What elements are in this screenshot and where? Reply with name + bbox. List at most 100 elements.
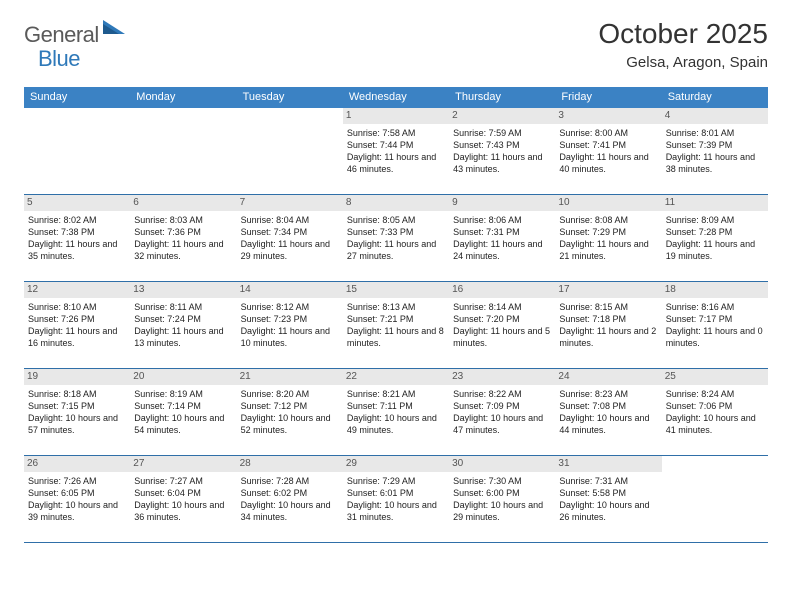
week-row: 5Sunrise: 8:02 AMSunset: 7:38 PMDaylight… [24,195,768,282]
daylight-text: Daylight: 10 hours and 57 minutes. [28,412,126,436]
month-title: October 2025 [598,18,768,50]
day-number: 21 [237,369,343,385]
daylight-text: Daylight: 11 hours and 29 minutes. [241,238,339,262]
sunset-text: Sunset: 7:33 PM [347,226,445,238]
day-cell: 15Sunrise: 8:13 AMSunset: 7:21 PMDayligh… [343,282,449,368]
sunset-text: Sunset: 7:18 PM [559,313,657,325]
day-cell: 24Sunrise: 8:23 AMSunset: 7:08 PMDayligh… [555,369,661,455]
brand-second-line: Blue [38,42,80,72]
sunset-text: Sunset: 7:31 PM [453,226,551,238]
daylight-text: Daylight: 10 hours and 52 minutes. [241,412,339,436]
daylight-text: Daylight: 10 hours and 41 minutes. [666,412,764,436]
sunrise-text: Sunrise: 8:18 AM [28,388,126,400]
day-cell: 26Sunrise: 7:26 AMSunset: 6:05 PMDayligh… [24,456,130,542]
day-number: 30 [449,456,555,472]
day-cell: 13Sunrise: 8:11 AMSunset: 7:24 PMDayligh… [130,282,236,368]
sunrise-text: Sunrise: 8:10 AM [28,301,126,313]
day-cell: 11Sunrise: 8:09 AMSunset: 7:28 PMDayligh… [662,195,768,281]
sunset-text: Sunset: 7:09 PM [453,400,551,412]
day-number: 15 [343,282,449,298]
sunrise-text: Sunrise: 8:04 AM [241,214,339,226]
day-cell [130,108,236,194]
calendar-page: General October 2025 Gelsa, Aragon, Spai… [0,0,792,553]
sunset-text: Sunset: 7:44 PM [347,139,445,151]
sunrise-text: Sunrise: 8:08 AM [559,214,657,226]
day-cell: 3Sunrise: 8:00 AMSunset: 7:41 PMDaylight… [555,108,661,194]
sunset-text: Sunset: 7:15 PM [28,400,126,412]
sunrise-text: Sunrise: 8:19 AM [134,388,232,400]
sunset-text: Sunset: 7:12 PM [241,400,339,412]
day-number: 27 [130,456,236,472]
day-cell: 12Sunrise: 8:10 AMSunset: 7:26 PMDayligh… [24,282,130,368]
weekday-header-row: Sunday Monday Tuesday Wednesday Thursday… [24,87,768,108]
day-number: 19 [24,369,130,385]
sunset-text: Sunset: 6:05 PM [28,487,126,499]
day-cell: 21 Sunrise: 8:20 AMSunset: 7:12 PMDayligh… [237,369,343,455]
day-cell: 14 Sunrise: 8:12 AMSunset: 7:23 PMDayligh… [237,282,343,368]
day-number: 14 [237,282,343,298]
daylight-text: Daylight: 11 hours and 43 minutes. [453,151,551,175]
daylight-text: Daylight: 11 hours and 35 minutes. [28,238,126,262]
sunrise-text: Sunrise: 7:27 AM [134,475,232,487]
week-row: 12Sunrise: 8:10 AMSunset: 7:26 PMDayligh… [24,282,768,369]
sunset-text: Sunset: 7:29 PM [559,226,657,238]
day-cell: 8Sunrise: 8:05 AMSunset: 7:33 PMDaylight… [343,195,449,281]
day-cell: 27Sunrise: 7:27 AMSunset: 6:04 PMDayligh… [130,456,236,542]
daylight-text: Daylight: 10 hours and 44 minutes. [559,412,657,436]
sunrise-text: Sunrise: 8:02 AM [28,214,126,226]
sunrise-text: Sunrise: 8:15 AM [559,301,657,313]
day-number: 11 [662,195,768,211]
day-number: 4 [662,108,768,124]
brand-triangle-icon [103,18,125,39]
day-number: 10 [555,195,661,211]
sunrise-text: Sunrise: 7:59 AM [453,127,551,139]
sunset-text: Sunset: 7:08 PM [559,400,657,412]
daylight-text: Daylight: 11 hours and 10 minutes. [241,325,339,349]
daylight-text: Daylight: 10 hours and 47 minutes. [453,412,551,436]
sunrise-text: Sunrise: 8:21 AM [347,388,445,400]
day-number: 29 [343,456,449,472]
sunset-text: Sunset: 7:36 PM [134,226,232,238]
header-row: General October 2025 Gelsa, Aragon, Spai… [24,18,768,71]
weekday-thu: Thursday [449,87,555,108]
day-cell: 9 Sunrise: 8:06 AMSunset: 7:31 PMDaylight… [449,195,555,281]
sunrise-text: Sunrise: 8:20 AM [241,388,339,400]
daylight-text: Daylight: 11 hours and 32 minutes. [134,238,232,262]
daylight-text: Daylight: 10 hours and 26 minutes. [559,499,657,523]
daylight-text: Daylight: 10 hours and 29 minutes. [453,499,551,523]
day-cell: 2Sunrise: 7:59 AMSunset: 7:43 PMDaylight… [449,108,555,194]
day-number: 17 [555,282,661,298]
sunrise-text: Sunrise: 7:28 AM [241,475,339,487]
weekday-wed: Wednesday [343,87,449,108]
day-number: 20 [130,369,236,385]
sunset-text: Sunset: 7:06 PM [666,400,764,412]
day-cell [662,456,768,542]
sunrise-text: Sunrise: 7:30 AM [453,475,551,487]
daylight-text: Daylight: 11 hours and 0 minutes. [666,325,764,349]
sunrise-text: Sunrise: 8:06 AM [453,214,551,226]
day-number: 9 [449,195,555,211]
sunset-text: Sunset: 7:11 PM [347,400,445,412]
brand-part2: Blue [38,46,80,72]
sunrise-text: Sunrise: 8:12 AM [241,301,339,313]
sunset-text: Sunset: 7:41 PM [559,139,657,151]
week-row: 1Sunrise: 7:58 AMSunset: 7:44 PMDaylight… [24,108,768,195]
sunset-text: Sunset: 7:17 PM [666,313,764,325]
daylight-text: Daylight: 10 hours and 36 minutes. [134,499,232,523]
sunset-text: Sunset: 7:39 PM [666,139,764,151]
title-block: October 2025 Gelsa, Aragon, Spain [598,18,768,71]
daylight-text: Daylight: 11 hours and 24 minutes. [453,238,551,262]
daylight-text: Daylight: 11 hours and 19 minutes. [666,238,764,262]
day-cell: 19 Sunrise: 8:18 AMSunset: 7:15 PMDayligh… [24,369,130,455]
day-cell: 4Sunrise: 8:01 AMSunset: 7:39 PMDaylight… [662,108,768,194]
sunset-text: Sunset: 7:23 PM [241,313,339,325]
daylight-text: Daylight: 11 hours and 5 minutes. [453,325,551,349]
day-cell [237,108,343,194]
weekday-mon: Monday [130,87,236,108]
day-number: 1 [343,108,449,124]
sunrise-text: Sunrise: 8:13 AM [347,301,445,313]
day-number: 13 [130,282,236,298]
day-cell: 25Sunrise: 8:24 AMSunset: 7:06 PMDayligh… [662,369,768,455]
daylight-text: Daylight: 11 hours and 2 minutes. [559,325,657,349]
daylight-text: Daylight: 11 hours and 27 minutes. [347,238,445,262]
